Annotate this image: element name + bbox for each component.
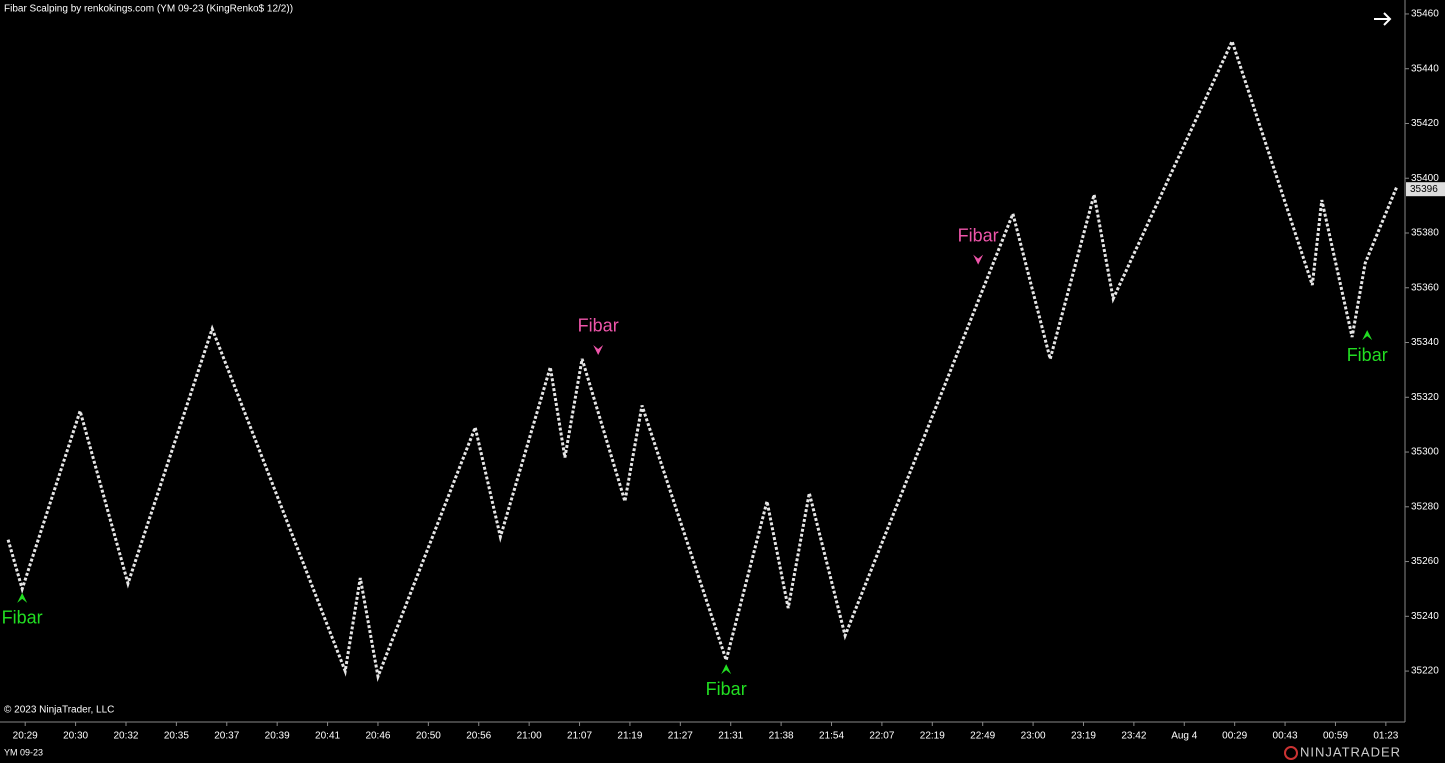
y-tick-label: 35220 [1411,666,1439,677]
x-tick-label: 20:37 [214,731,239,742]
scroll-arrow[interactable] [1374,12,1392,26]
last-price-box [1406,182,1445,197]
y-tick-label: 35380 [1411,228,1439,239]
x-tick-label: 21:54 [819,731,844,742]
x-tick-label: 20:35 [164,731,189,742]
signal-label: Fibar [1347,345,1388,365]
y-tick-label: 35280 [1411,501,1439,512]
x-tick-label: 21:19 [617,731,642,742]
signal-arrow [973,254,984,265]
x-tick-label: 20:29 [13,731,38,742]
instrument: YM 09-23 [4,747,43,757]
signal-label: Fibar [2,608,43,628]
x-tick-label: 21:00 [517,731,542,742]
x-tick-label: 20:30 [63,731,88,742]
x-tick-label: 00:43 [1273,731,1298,742]
y-tick-label: 35440 [1411,63,1439,74]
signal-label: Fibar [578,316,619,336]
x-tick-label: 23:42 [1121,731,1146,742]
signal-arrow [593,344,604,355]
y-tick-label: 35320 [1411,392,1439,403]
y-tick-label: 35260 [1411,556,1439,567]
y-tick-label: 35340 [1411,337,1439,348]
y-tick-label: 35420 [1411,118,1439,129]
x-tick-label: 21:27 [668,731,693,742]
x-tick-label: 22:49 [970,731,995,742]
y-tick-label: 35240 [1411,611,1439,622]
brand-icon [1284,746,1298,760]
copyright: © 2023 NinjaTrader, LLC [4,705,114,716]
signal-label: Fibar [706,679,747,699]
y-tick-label: 35360 [1411,282,1439,293]
last-price-label: 35396 [1410,184,1438,195]
x-tick-label: 20:46 [365,731,390,742]
signal-arrow [17,592,28,603]
x-tick-label: 20:50 [416,731,441,742]
y-tick-label: 35460 [1411,9,1439,20]
x-tick-label: 20:39 [265,731,290,742]
x-tick-label: 01:23 [1373,731,1398,742]
y-tick-label: 35300 [1411,447,1439,458]
x-tick-label: 21:31 [718,731,743,742]
x-tick-label: 20:56 [466,731,491,742]
x-tick-label: 00:29 [1222,731,1247,742]
brand-logo: NINJATRADER [1300,744,1401,759]
x-tick-label: 20:41 [315,731,340,742]
x-tick-label: 23:00 [1021,731,1046,742]
x-tick-label: 21:07 [567,731,592,742]
x-tick-label: Aug 4 [1171,731,1198,742]
renko-bricks [6,37,1399,682]
x-tick-label: 00:59 [1323,731,1348,742]
x-tick-label: 20:32 [113,731,138,742]
x-tick-label: 22:19 [920,731,945,742]
y-tick-label: 35400 [1411,173,1439,184]
x-tick-label: 23:19 [1071,731,1096,742]
x-tick-label: 21:38 [769,731,794,742]
signal-arrow [1362,330,1373,341]
chart-title: Fibar Scalping by renkokings.com (YM 09-… [4,4,293,15]
signal-label: Fibar [958,225,999,245]
signal-arrow [721,664,732,675]
x-tick-label: 22:07 [869,731,894,742]
